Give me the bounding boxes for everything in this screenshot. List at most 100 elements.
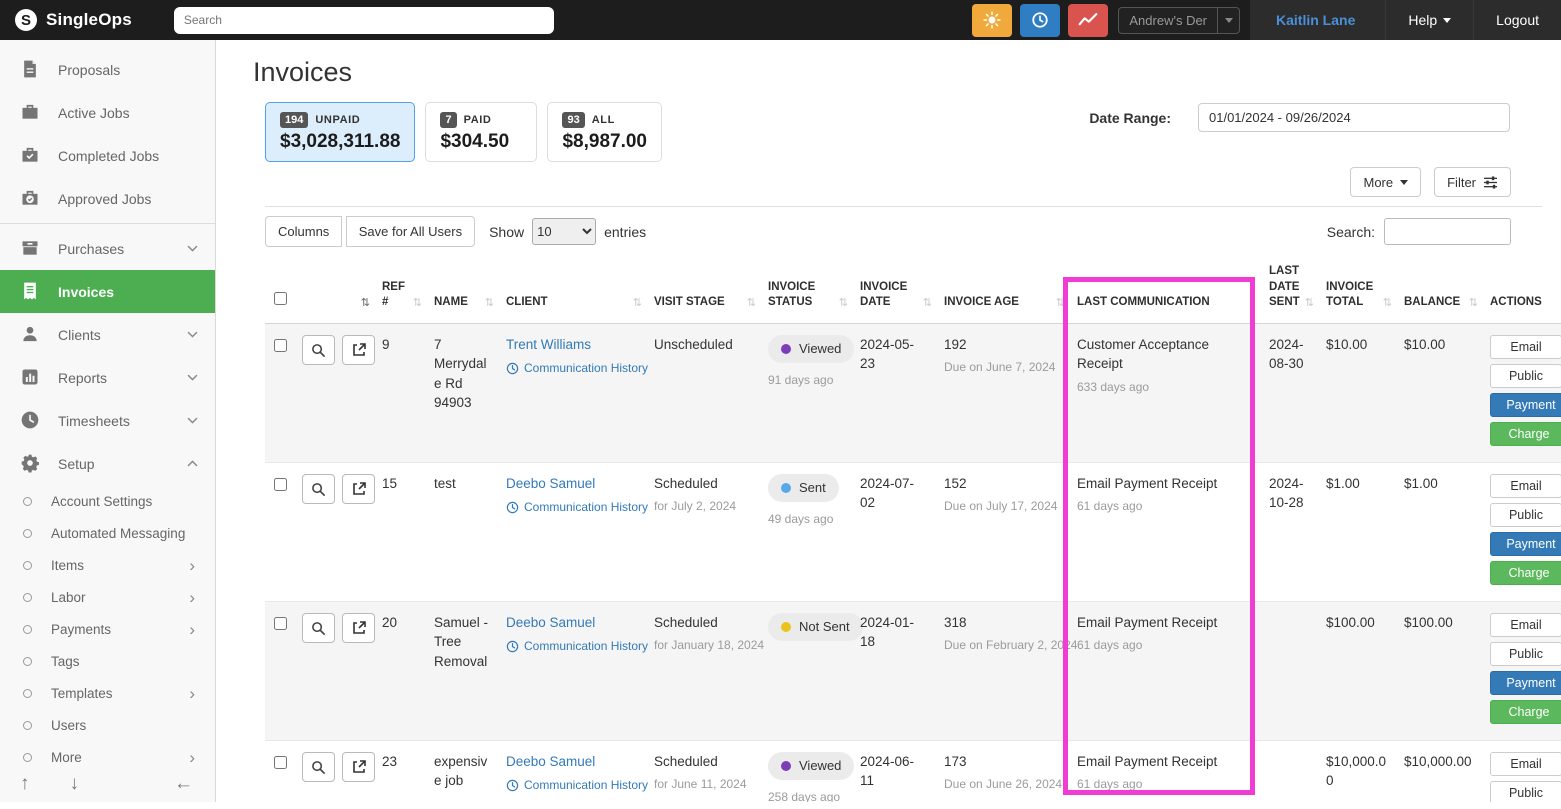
row-open-button[interactable] — [342, 612, 375, 643]
row-open-button[interactable] — [342, 334, 375, 365]
collapse-sidebar-icon[interactable]: ← — [174, 773, 193, 794]
client-link[interactable]: Deebo Samuel — [506, 475, 596, 491]
sidebar-item-setup[interactable]: Setup — [0, 442, 215, 485]
sort-icon[interactable]: ⇅ — [412, 296, 422, 309]
sort-icon[interactable]: ⇅ — [922, 296, 932, 309]
time-clock-button[interactable] — [1020, 3, 1061, 37]
row-select-checkbox[interactable] — [274, 755, 287, 769]
sidebar-subitem-templates[interactable]: Templates › — [0, 677, 215, 709]
public-action-button[interactable]: Public — [1490, 780, 1561, 802]
communication-history-link[interactable]: Communication History — [524, 778, 649, 793]
global-search-input[interactable] — [173, 6, 554, 34]
help-menu[interactable]: Help — [1385, 0, 1473, 40]
summary-card-unpaid[interactable]: 194 UNPAID $3,028,311.88 — [265, 102, 416, 162]
logout-link[interactable]: Logout — [1473, 0, 1561, 40]
charge-action-button[interactable]: Charge — [1490, 560, 1561, 585]
email-action-button[interactable]: Email — [1490, 473, 1561, 498]
sidebar-item-active-jobs[interactable]: Active Jobs — [0, 91, 215, 134]
email-action-button[interactable]: Email — [1490, 612, 1561, 637]
column-header-invoice-status[interactable]: INVOICE STATUS ⇅ — [759, 258, 851, 324]
client-link[interactable]: Deebo Samuel — [506, 614, 596, 630]
communication-history-link[interactable]: Communication History — [524, 361, 649, 376]
column-header-name[interactable]: NAME ⇅ — [425, 258, 497, 324]
sort-icon[interactable]: ⇅ — [746, 296, 756, 309]
client-link[interactable]: Trent Williams — [506, 336, 592, 352]
column-header-balance[interactable]: BALANCE ⇅ — [1395, 258, 1481, 324]
column-header-client[interactable]: CLIENT ⇅ — [497, 258, 645, 324]
column-header-invoice-age[interactable]: INVOICE AGE ⇅ — [935, 258, 1068, 324]
filter-button[interactable]: Filter — [1434, 167, 1511, 197]
sidebar-subitem-automated-messaging[interactable]: Automated Messaging — [0, 517, 215, 549]
public-action-button[interactable]: Public — [1490, 363, 1561, 388]
scroll-up-icon[interactable]: ↑ — [20, 773, 30, 794]
sort-icon[interactable]: ⇅ — [838, 296, 848, 309]
row-search-button[interactable] — [302, 335, 335, 366]
save-for-all-users-button[interactable]: Save for All Users — [345, 216, 476, 247]
sidebar-subitem-payments[interactable]: Payments › — [0, 613, 215, 645]
column-header-invoice-date[interactable]: INVOICE DATE ⇅ — [851, 258, 935, 324]
sort-icon[interactable]: ⇅ — [1382, 296, 1392, 309]
column-header-last-date-sent[interactable]: LAST DATE SENT ⇅ — [1260, 258, 1317, 324]
calendar-day-button[interactable] — [972, 3, 1013, 37]
charge-action-button[interactable]: Charge — [1490, 699, 1561, 724]
row-search-button[interactable] — [302, 613, 335, 644]
sidebar-item-timesheets[interactable]: Timesheets — [0, 399, 215, 442]
brand-logo[interactable]: S SingleOps — [14, 8, 132, 32]
row-open-button[interactable] — [342, 751, 375, 782]
sidebar-subitem-tags[interactable]: Tags — [0, 645, 215, 677]
sidebar-item-purchases[interactable]: Purchases — [0, 227, 215, 270]
public-action-button[interactable]: Public — [1490, 502, 1561, 527]
select-all-checkbox[interactable] — [274, 292, 287, 306]
row-select-checkbox[interactable] — [274, 338, 287, 352]
sidebar-item-proposals[interactable]: Proposals — [0, 48, 215, 91]
row-select-checkbox[interactable] — [274, 477, 287, 491]
email-action-button[interactable]: Email — [1490, 334, 1561, 359]
summary-card-paid[interactable]: 7 PAID $304.50 — [425, 102, 538, 162]
client-link[interactable]: Deebo Samuel — [506, 753, 596, 769]
sidebar-subitem-items[interactable]: Items › — [0, 549, 215, 581]
page-size-select[interactable]: 10 — [532, 218, 597, 245]
last-communication-ago: 61 days ago — [1077, 499, 1143, 514]
row-open-button[interactable] — [342, 473, 375, 504]
scroll-down-icon[interactable]: ↓ — [69, 773, 80, 794]
email-action-button[interactable]: Email — [1490, 751, 1561, 776]
sort-icon[interactable]: ⇅ — [1304, 296, 1314, 309]
charge-action-button[interactable]: Charge — [1490, 421, 1561, 446]
summary-card-all[interactable]: 93 ALL $8,987.00 — [547, 102, 662, 162]
column-header-invoice-total[interactable]: INVOICE TOTAL ⇅ — [1317, 258, 1395, 324]
columns-button[interactable]: Columns — [265, 216, 343, 247]
communication-history-link[interactable]: Communication History — [524, 500, 649, 515]
public-action-button[interactable]: Public — [1490, 641, 1561, 666]
sidebar-item-reports[interactable]: Reports — [0, 356, 215, 399]
metrics-button[interactable] — [1068, 3, 1109, 37]
sidebar-item-completed-jobs[interactable]: Completed Jobs — [0, 134, 215, 177]
sidebar-item-approved-jobs[interactable]: Approved Jobs — [0, 177, 215, 220]
payment-action-button[interactable]: Payment — [1490, 531, 1561, 556]
visit-stage: Scheduled — [654, 475, 718, 491]
sort-icon[interactable]: ⇅ — [632, 296, 642, 309]
payment-action-button[interactable]: Payment — [1490, 670, 1561, 695]
sidebar-subitem-more[interactable]: More › — [0, 741, 215, 773]
more-button[interactable]: More — [1350, 167, 1422, 197]
date-range-input[interactable] — [1198, 103, 1510, 132]
sidebar-subitem-labor[interactable]: Labor › — [0, 581, 215, 613]
sidebar-subitem-users[interactable]: Users — [0, 709, 215, 741]
column-header-ref-[interactable]: REF # ⇅ — [373, 258, 425, 324]
communication-history-link[interactable]: Communication History — [524, 639, 649, 654]
row-search-button[interactable] — [302, 474, 335, 505]
row-select-checkbox[interactable] — [274, 616, 287, 630]
company-selector[interactable]: Andrew's Der — [1118, 6, 1241, 34]
column-header-visit-stage[interactable]: VISIT STAGE ⇅ — [645, 258, 759, 324]
sidebar-item-invoices[interactable]: Invoices — [0, 270, 215, 313]
row-search-button[interactable] — [302, 752, 335, 783]
user-name-link[interactable]: Kaitlin Lane — [1276, 12, 1356, 28]
sidebar-item-clients[interactable]: Clients — [0, 313, 215, 356]
table-search-input[interactable] — [1384, 218, 1511, 245]
sort-icon[interactable]: ⇅ — [360, 296, 370, 309]
sort-icon[interactable]: ⇅ — [1055, 296, 1065, 309]
sort-icon[interactable]: ⇅ — [484, 296, 494, 309]
sidebar-subitem-account-settings[interactable]: Account Settings — [0, 485, 215, 517]
sort-icon[interactable]: ⇅ — [1468, 296, 1478, 309]
payment-action-button[interactable]: Payment — [1490, 392, 1561, 417]
column-header-col1[interactable]: ⇅ — [293, 258, 373, 324]
